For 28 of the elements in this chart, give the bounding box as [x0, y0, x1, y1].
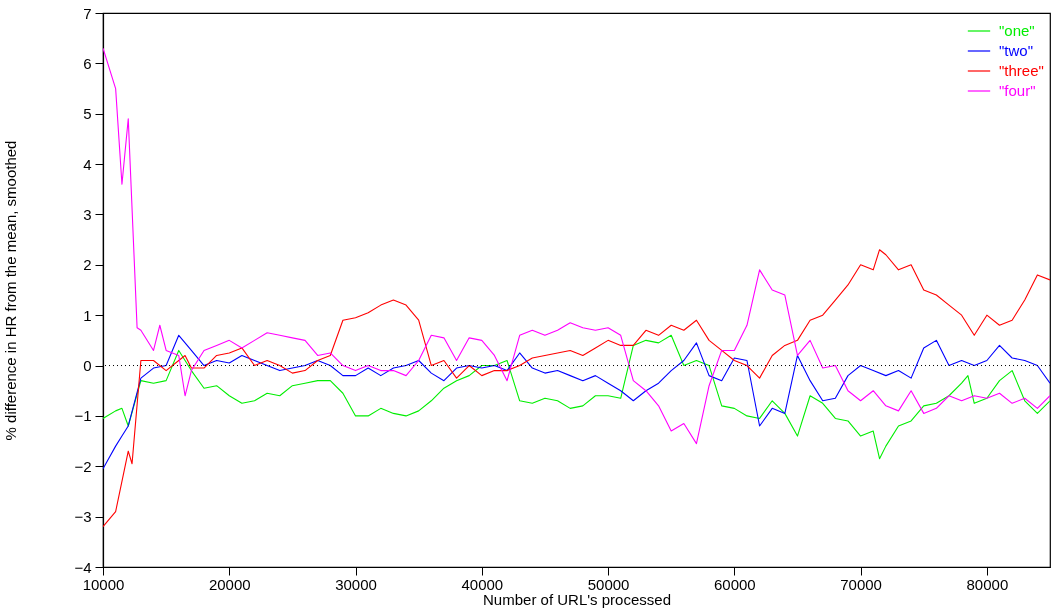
- x-axis-title: Number of URL's processed: [483, 590, 671, 608]
- y-tick-label: −3: [74, 508, 92, 526]
- legend-label: "two": [999, 42, 1033, 59]
- x-tick-label: 70000: [840, 575, 882, 593]
- x-tick-label: 60000: [713, 575, 756, 593]
- x-tick-label: 40000: [461, 575, 504, 593]
- y-tick-label: 5: [83, 105, 92, 123]
- legend-label: "four": [999, 82, 1036, 99]
- x-tick-label: 20000: [208, 575, 251, 593]
- line-series: [103, 249, 1050, 528]
- y-tick-label: 0: [83, 357, 92, 375]
- x-tick-label: 80000: [966, 575, 1009, 593]
- y-tick-label: −1: [74, 407, 92, 425]
- y-tick-label: 1: [83, 306, 92, 324]
- y-tick-label: −4: [74, 558, 92, 576]
- line-series: [103, 47, 1050, 445]
- legend-label: "one": [999, 22, 1035, 39]
- x-tick-label: 10000: [82, 575, 125, 593]
- x-tick-label: 50000: [587, 575, 630, 593]
- y-tick-label: 3: [83, 205, 92, 223]
- y-tick-label: 7: [83, 4, 92, 22]
- legend-label: "three": [999, 62, 1044, 79]
- y-tick-label: 2: [83, 256, 92, 274]
- y-tick-label: 6: [83, 54, 92, 72]
- y-tick-label: 4: [83, 155, 92, 173]
- y-axis-title: % difference in HR from the mean, smoothed: [2, 140, 20, 441]
- x-tick-label: 30000: [335, 575, 377, 593]
- y-tick-label: −2: [74, 457, 92, 475]
